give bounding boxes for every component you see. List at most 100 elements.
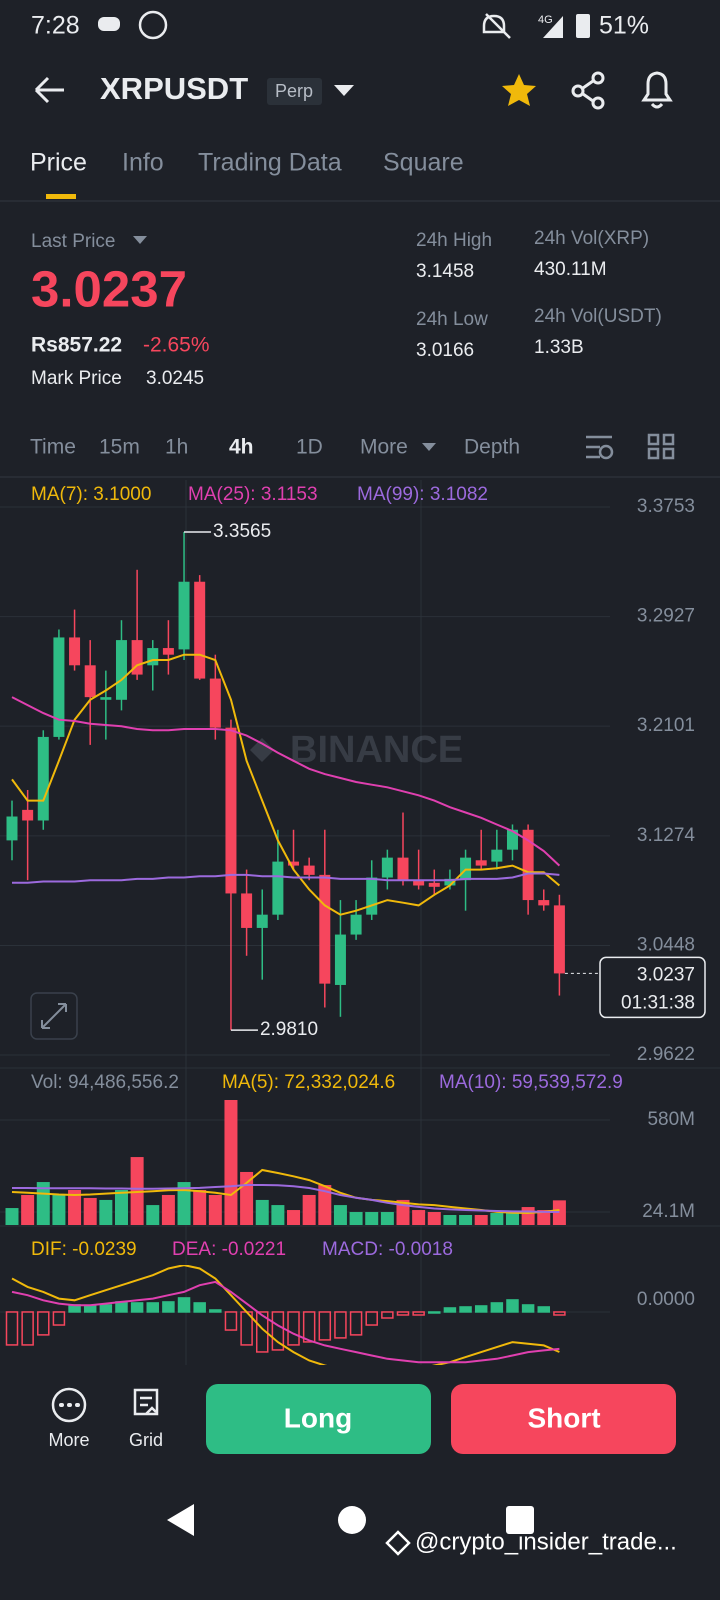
long-label[interactable]: Long (284, 1402, 352, 1433)
volume-bar (255, 1199, 269, 1225)
status-time: 7:28 (31, 12, 80, 40)
volume-bar (161, 1194, 175, 1225)
macd-bar (506, 1299, 519, 1313)
macd-bar (412, 1311, 425, 1316)
watermark-logo (250, 738, 274, 762)
nav-home[interactable] (338, 1506, 366, 1534)
volume-bar (521, 1207, 535, 1225)
status-icons (98, 10, 590, 40)
candle-body (53, 637, 65, 737)
long-button[interactable] (206, 1384, 431, 1454)
interval[interactable]: 1D (296, 436, 323, 459)
candle-body (334, 934, 346, 985)
y-tick-label: 3.2927 (637, 606, 695, 627)
symbol-dropdown[interactable] (334, 85, 354, 96)
interval[interactable]: 15m (99, 436, 140, 459)
candle-body (131, 640, 143, 675)
candle-body (397, 857, 409, 881)
ma-line (11, 653, 561, 916)
short-label[interactable]: Short (527, 1402, 600, 1433)
legend-entry: MA(25): 3.1153 (188, 484, 318, 505)
candle-body (162, 648, 174, 655)
layout-button[interactable] (647, 433, 675, 460)
fullscreen-button[interactable] (30, 992, 78, 1040)
grid-label[interactable]: Grid (129, 1430, 163, 1450)
ma-line (12, 872, 560, 884)
volume-bar (271, 1205, 285, 1225)
grid-icon[interactable] (133, 1388, 159, 1416)
candle-body (178, 581, 190, 650)
candle-body (428, 882, 440, 887)
macd-bar (537, 1306, 551, 1313)
volume-plot (0, 1100, 610, 1225)
volume-bar (5, 1208, 19, 1225)
macd-bar (99, 1304, 113, 1313)
volume-bar (208, 1194, 222, 1225)
more-label[interactable]: More (48, 1430, 89, 1450)
last-price-dropdown[interactable] (133, 236, 147, 244)
short-button[interactable] (451, 1384, 676, 1454)
candle-body (241, 893, 253, 928)
ma-line (12, 1184, 560, 1213)
tab-indicator (46, 194, 76, 199)
stat-label: 24h Vol(XRP) (534, 228, 649, 249)
status-network: 4G (538, 14, 553, 26)
countdown: 01:31:38 (621, 992, 695, 1013)
tab[interactable]: Price (30, 149, 87, 177)
candle-body (194, 581, 206, 679)
more-icon[interactable] (51, 1387, 87, 1423)
last-price-tag-value: 3.0237 (637, 964, 695, 985)
tab[interactable]: Trading Data (198, 149, 342, 177)
last-price-label[interactable]: Last Price (31, 231, 115, 252)
volume-bar (443, 1215, 457, 1225)
depth[interactable]: Depth (464, 436, 520, 459)
symbol[interactable]: XRPUSDT (100, 71, 248, 106)
legend-entry: Vol: 94,486,556.2 (31, 1072, 179, 1093)
nav-back[interactable] (167, 1504, 194, 1536)
volume-bar (68, 1190, 82, 1225)
macd-bar (130, 1302, 144, 1313)
min-label: 2.9810 (260, 1019, 318, 1040)
volume-bar (490, 1213, 504, 1225)
y-tick-label: 3.0448 (637, 934, 695, 955)
indicator-settings[interactable] (586, 435, 614, 460)
interval[interactable]: 4h (229, 436, 254, 459)
volume-bar (146, 1205, 160, 1225)
more-dropdown[interactable] (422, 443, 436, 451)
candle-body (256, 914, 268, 928)
candle-body (366, 877, 378, 915)
stat-value: 430.11M (534, 259, 607, 280)
candle-body (475, 860, 487, 866)
volume-bar (83, 1197, 97, 1225)
volume-bar (505, 1213, 519, 1225)
interval[interactable]: 1h (165, 436, 188, 459)
volume-bar (52, 1194, 66, 1225)
candle-body (272, 861, 284, 915)
y-tick-label: 3.3753 (637, 496, 695, 517)
nav-bar (0, 1478, 720, 1600)
share-button[interactable] (571, 71, 605, 110)
nav-recents[interactable] (506, 1506, 534, 1534)
volume-bar (474, 1215, 488, 1225)
macd-bar (193, 1302, 206, 1313)
macd-bar (365, 1311, 378, 1326)
macd-plot (0, 1265, 610, 1365)
ma-line (11, 696, 561, 867)
candle-body (444, 878, 456, 886)
interval[interactable]: More (360, 436, 408, 459)
macd-bar (146, 1302, 160, 1313)
volume-bar (21, 1194, 35, 1225)
tab[interactable]: Info (122, 149, 164, 177)
mark-price-label: Mark Price (31, 368, 122, 389)
macd-bar (349, 1311, 363, 1336)
interval[interactable]: Time (30, 436, 76, 459)
ma-line (11, 1280, 560, 1364)
favorite-star[interactable] (502, 74, 536, 106)
tab[interactable]: Square (383, 149, 464, 177)
candle-body (22, 809, 34, 821)
legend-entry: MA(99): 3.1082 (357, 484, 488, 505)
stat-label: 24h Low (416, 309, 488, 330)
back-button[interactable] (34, 76, 64, 104)
alert-button[interactable] (641, 71, 673, 109)
